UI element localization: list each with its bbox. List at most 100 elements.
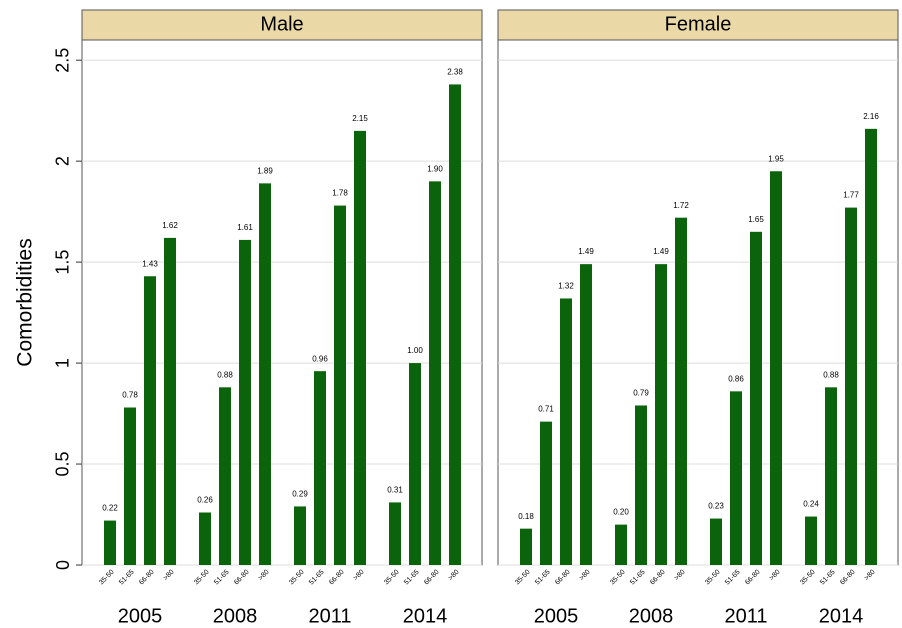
value-label: 1.90 — [427, 164, 443, 173]
facet-strip — [497, 9, 899, 41]
x-tick-label: 35-50 — [799, 569, 817, 587]
x-tick-label: 35-50 — [383, 569, 401, 587]
bar — [845, 207, 857, 565]
facet-title: Male — [260, 13, 303, 35]
group-label: 2008 — [213, 605, 258, 627]
value-label: 1.49 — [578, 247, 594, 256]
x-tick-label: 51-65 — [213, 569, 231, 587]
x-tick-label: 51-65 — [724, 569, 742, 587]
group-label: 2011 — [308, 605, 351, 627]
value-label: 2.16 — [863, 112, 879, 121]
value-label: 1.32 — [558, 282, 574, 291]
x-tick-label: 51-65 — [403, 569, 421, 587]
x-tick-label: >80 — [673, 569, 686, 582]
y-tick-label: 0.5 — [53, 452, 73, 477]
value-label: 1.78 — [332, 189, 348, 198]
y-axis-label: Comorbidities — [14, 238, 37, 366]
x-tick-label: 35-50 — [704, 569, 722, 587]
facet-strip — [81, 9, 483, 41]
y-tick-label: 0 — [53, 560, 73, 570]
bar — [805, 516, 817, 565]
value-label: 0.88 — [823, 370, 839, 379]
value-label: 0.88 — [217, 370, 233, 379]
value-label: 1.65 — [748, 215, 764, 224]
value-label: 0.31 — [387, 486, 403, 495]
x-tick-label: 66-80 — [649, 569, 667, 587]
value-label: 0.71 — [538, 405, 554, 414]
x-tick-label: 35-50 — [514, 569, 532, 587]
x-tick-label: >80 — [578, 569, 591, 582]
x-tick-label: 66-80 — [839, 569, 857, 587]
value-label: 1.89 — [257, 166, 273, 175]
value-label: 1.77 — [843, 191, 859, 200]
bar — [580, 264, 592, 565]
x-tick-label: 35-50 — [609, 569, 627, 587]
bar — [294, 506, 306, 565]
x-tick-label: >80 — [162, 569, 175, 582]
bar — [104, 520, 116, 565]
bar — [314, 371, 326, 565]
plot-frame — [81, 39, 483, 566]
facet-title: Female — [665, 13, 732, 35]
bar — [635, 405, 647, 565]
value-label: 0.29 — [292, 490, 308, 499]
bar — [770, 171, 782, 565]
y-tick-label: 1.5 — [53, 250, 73, 275]
x-tick-label: 35-50 — [98, 569, 116, 587]
bar — [825, 387, 837, 565]
value-label: 0.86 — [728, 374, 744, 383]
x-tick-label: >80 — [768, 569, 781, 582]
x-tick-label: 51-65 — [534, 569, 552, 587]
bar — [239, 239, 251, 565]
x-tick-label: 51-65 — [629, 569, 647, 587]
plot-frame — [497, 39, 899, 566]
value-label: 1.49 — [653, 247, 669, 256]
y-tick-label: 2 — [53, 156, 73, 166]
value-label: 0.79 — [633, 389, 649, 398]
bar — [615, 524, 627, 565]
bar — [710, 518, 722, 565]
value-label: 0.24 — [803, 500, 819, 509]
value-label: 2.15 — [352, 114, 368, 123]
value-label: 0.20 — [613, 508, 629, 517]
x-tick-label: 51-65 — [118, 569, 136, 587]
bar — [540, 421, 552, 565]
bar — [199, 512, 211, 565]
bar — [144, 276, 156, 565]
bar — [655, 264, 667, 565]
x-tick-label: >80 — [257, 569, 270, 582]
x-tick-label: 35-50 — [288, 569, 306, 587]
value-label: 0.23 — [708, 502, 724, 511]
bar — [219, 387, 231, 565]
bar — [124, 407, 136, 565]
bar — [865, 128, 877, 565]
x-tick-label: 66-80 — [138, 569, 156, 587]
x-tick-label: >80 — [863, 569, 876, 582]
bar — [750, 231, 762, 566]
bar — [354, 130, 366, 565]
value-label: 0.22 — [102, 504, 118, 513]
x-tick-label: 66-80 — [744, 569, 762, 587]
x-tick-label: 66-80 — [328, 569, 346, 587]
x-tick-label: >80 — [447, 569, 460, 582]
x-tick-label: 66-80 — [423, 569, 441, 587]
value-label: 2.38 — [447, 68, 463, 77]
value-label: 1.00 — [407, 346, 423, 355]
y-tick-label: 1 — [53, 358, 73, 368]
group-label: 2005 — [534, 605, 579, 627]
bar — [334, 205, 346, 566]
value-label: 1.62 — [162, 221, 178, 230]
bar — [389, 502, 401, 565]
bar — [259, 183, 271, 565]
x-tick-label: >80 — [352, 569, 365, 582]
group-label: 2008 — [629, 605, 674, 627]
bar — [520, 528, 532, 565]
x-tick-label: 35-50 — [193, 569, 211, 587]
x-tick-label: 66-80 — [233, 569, 251, 587]
group-label: 2011 — [724, 605, 767, 627]
bar — [429, 181, 441, 565]
group-label: 2014 — [819, 605, 864, 627]
value-label: 0.26 — [197, 496, 213, 505]
x-tick-label: 66-80 — [554, 569, 572, 587]
